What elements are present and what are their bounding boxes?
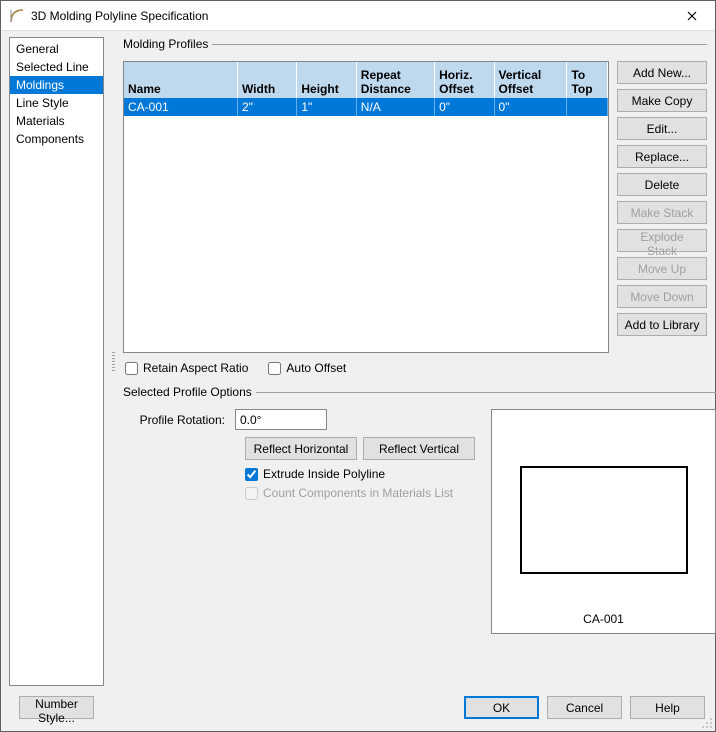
add-new-button[interactable]: Add New... bbox=[617, 61, 707, 84]
molding-profiles-group: Molding Profiles Name Width bbox=[123, 37, 707, 375]
col-horiz-offset[interactable]: Horiz. Offset bbox=[435, 62, 494, 98]
close-icon bbox=[687, 11, 697, 21]
cell-name: CA-001 bbox=[124, 98, 237, 116]
selected-profile-options-group: Selected Profile Options Profile Rotatio… bbox=[123, 385, 716, 634]
count-components-label: Count Components in Materials List bbox=[263, 486, 453, 500]
move-up-button: Move Up bbox=[617, 257, 707, 280]
auto-offset-label[interactable]: Auto Offset bbox=[268, 361, 346, 375]
extrude-inside-checkbox[interactable] bbox=[245, 468, 258, 481]
sidebar-item-components[interactable]: Components bbox=[10, 130, 103, 148]
count-components-row: Count Components in Materials List bbox=[245, 486, 475, 500]
col-width[interactable]: Width bbox=[237, 62, 296, 98]
profile-preview: CA-001 bbox=[491, 409, 716, 634]
table-header-row: Name Width Height Repeat Distance Horiz.… bbox=[124, 62, 608, 98]
cell-horiz: 0" bbox=[435, 98, 494, 116]
reflect-vertical-button[interactable]: Reflect Vertical bbox=[363, 437, 475, 460]
preview-shape bbox=[520, 466, 688, 574]
selected-profile-options-legend: Selected Profile Options bbox=[123, 385, 256, 399]
main-panel: Molding Profiles Name Width bbox=[123, 37, 707, 686]
make-copy-button[interactable]: Make Copy bbox=[617, 89, 707, 112]
cell-height: 1" bbox=[297, 98, 356, 116]
close-button[interactable] bbox=[669, 1, 715, 31]
splitter-handle[interactable] bbox=[112, 37, 115, 686]
profiles-table[interactable]: Name Width Height Repeat Distance Horiz.… bbox=[123, 61, 609, 353]
molding-profiles-legend: Molding Profiles bbox=[123, 37, 212, 51]
col-to-top[interactable]: To Top bbox=[567, 62, 608, 98]
sidebar-item-materials[interactable]: Materials bbox=[10, 112, 103, 130]
reflect-buttons: Reflect Horizontal Reflect Vertical bbox=[245, 437, 475, 460]
move-down-button: Move Down bbox=[617, 285, 707, 308]
dialog: 3D Molding Polyline Specification Genera… bbox=[0, 0, 716, 732]
options-left: Profile Rotation: Reflect Horizontal Ref… bbox=[123, 409, 475, 634]
cell-totop bbox=[567, 98, 608, 116]
table-row[interactable]: CA-001 2" 1" N/A 0" 0" bbox=[124, 98, 608, 116]
ok-button[interactable]: OK bbox=[464, 696, 539, 719]
cell-vert: 0" bbox=[494, 98, 567, 116]
number-style-button[interactable]: Number Style... bbox=[19, 696, 94, 719]
retain-aspect-checkbox[interactable] bbox=[125, 362, 138, 375]
dialog-body: General Selected Line Moldings Line Styl… bbox=[1, 31, 715, 686]
sidebar-item-general[interactable]: General bbox=[10, 40, 103, 58]
help-button[interactable]: Help bbox=[630, 696, 705, 719]
cell-width: 2" bbox=[237, 98, 296, 116]
cancel-button[interactable]: Cancel bbox=[547, 696, 622, 719]
extrude-inside-row: Extrude Inside Polyline bbox=[245, 467, 475, 481]
sidebar-item-line-style[interactable]: Line Style bbox=[10, 94, 103, 112]
delete-button[interactable]: Delete bbox=[617, 173, 707, 196]
retain-aspect-label[interactable]: Retain Aspect Ratio bbox=[125, 361, 248, 375]
window-title: 3D Molding Polyline Specification bbox=[31, 9, 669, 23]
auto-offset-checkbox[interactable] bbox=[268, 362, 281, 375]
category-list: General Selected Line Moldings Line Styl… bbox=[9, 37, 104, 686]
title-bar: 3D Molding Polyline Specification bbox=[1, 1, 715, 31]
add-to-library-button[interactable]: Add to Library bbox=[617, 313, 707, 336]
count-components-checkbox bbox=[245, 487, 258, 500]
dialog-footer: Number Style... OK Cancel Help bbox=[1, 686, 715, 731]
preview-label: CA-001 bbox=[583, 612, 624, 626]
app-icon bbox=[9, 8, 25, 24]
make-stack-button: Make Stack bbox=[617, 201, 707, 224]
col-vertical-offset[interactable]: Vertical Offset bbox=[494, 62, 567, 98]
explode-stack-button: Explode Stack bbox=[617, 229, 707, 252]
profile-buttons: Add New... Make Copy Edit... Replace... … bbox=[617, 61, 707, 353]
sidebar-item-selected-line[interactable]: Selected Line bbox=[10, 58, 103, 76]
profile-rotation-input[interactable] bbox=[235, 409, 327, 430]
auto-offset-text: Auto Offset bbox=[286, 361, 346, 375]
col-name[interactable]: Name bbox=[124, 62, 237, 98]
col-height[interactable]: Height bbox=[297, 62, 356, 98]
extrude-inside-label: Extrude Inside Polyline bbox=[263, 467, 385, 481]
profile-checks: Retain Aspect Ratio Auto Offset bbox=[123, 361, 707, 375]
col-repeat-distance[interactable]: Repeat Distance bbox=[356, 62, 434, 98]
profile-rotation-label: Profile Rotation: bbox=[123, 413, 235, 427]
options-body: Profile Rotation: Reflect Horizontal Ref… bbox=[123, 409, 716, 634]
edit-button[interactable]: Edit... bbox=[617, 117, 707, 140]
reflect-horizontal-button[interactable]: Reflect Horizontal bbox=[245, 437, 357, 460]
profiles-area: Name Width Height Repeat Distance Horiz.… bbox=[123, 61, 707, 353]
profile-rotation-row: Profile Rotation: bbox=[123, 409, 475, 430]
resize-grip-icon[interactable] bbox=[701, 717, 713, 729]
replace-button[interactable]: Replace... bbox=[617, 145, 707, 168]
retain-aspect-text: Retain Aspect Ratio bbox=[143, 361, 248, 375]
cell-repeat: N/A bbox=[356, 98, 434, 116]
sidebar-item-moldings[interactable]: Moldings bbox=[10, 76, 103, 94]
